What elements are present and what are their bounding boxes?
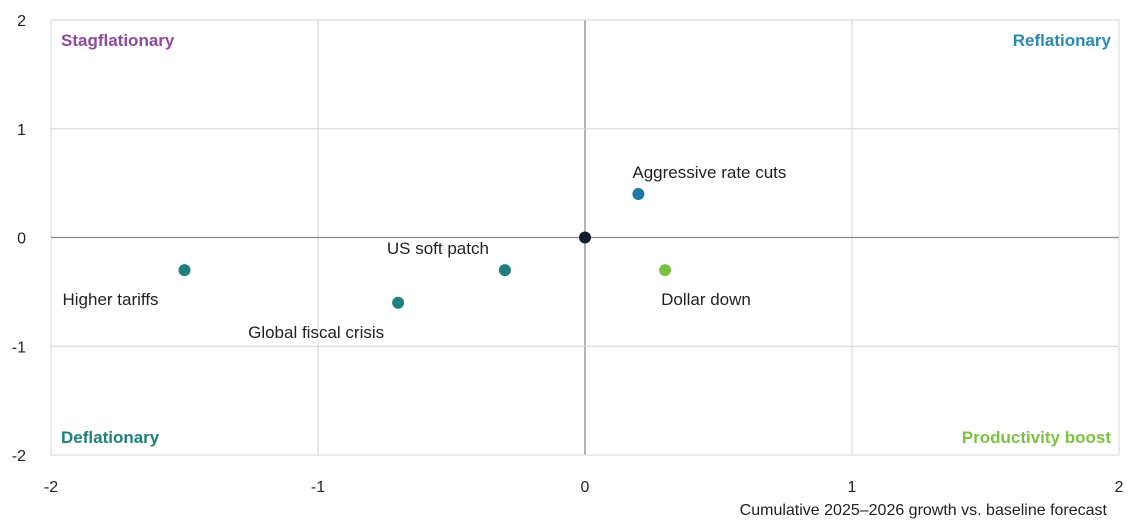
point-us-soft-patch bbox=[498, 264, 511, 277]
x-tick-label: 1 bbox=[848, 479, 857, 496]
y-tick-label: -2 bbox=[12, 448, 26, 465]
point-higher-tariffs bbox=[178, 264, 191, 277]
point-layer bbox=[178, 188, 672, 309]
quadrant-label-productivity: Productivity boost bbox=[962, 428, 1112, 447]
y-tick-label: 0 bbox=[17, 231, 26, 248]
x-axis-title: Cumulative 2025–2026 growth vs. baseline… bbox=[740, 502, 1108, 519]
quadrant-label-stagflationary: Stagflationary bbox=[61, 31, 175, 50]
point-origin bbox=[579, 231, 591, 244]
y-tick-label: 2 bbox=[17, 13, 26, 30]
x-tick-label: 2 bbox=[1115, 479, 1124, 496]
point-dollar-down bbox=[659, 264, 672, 277]
point-aggressive-rate-cuts bbox=[632, 188, 645, 200]
x-tick-label: 0 bbox=[581, 479, 590, 496]
y-tick-label: -1 bbox=[12, 339, 26, 356]
quadrant-label-layer: Stagflationary Reflationary Deflationary Pr… bbox=[61, 31, 1112, 447]
x-tick-label: -2 bbox=[44, 479, 58, 496]
point-label-dollar-down: Dollar down bbox=[661, 290, 751, 309]
quadrant-label-reflationary: Reflationary bbox=[1013, 31, 1112, 50]
tick-label-layer: -2 -1 0 1 2 2 1 0 -1 -2 bbox=[12, 13, 1124, 496]
point-label-us-soft-patch: US soft patch bbox=[387, 239, 489, 258]
point-label-global-fiscal-crisis: Global fiscal crisis bbox=[248, 323, 384, 342]
point-label-higher-tariffs: Higher tariffs bbox=[63, 290, 159, 309]
x-tick-label: -1 bbox=[311, 479, 325, 496]
y-tick-label: 1 bbox=[17, 122, 26, 139]
quadrant-label-deflationary: Deflationary bbox=[61, 428, 160, 447]
point-label-aggressive-rate-cuts: Aggressive rate cuts bbox=[632, 163, 786, 182]
grid-layer bbox=[50, 19, 1120, 456]
point-global-fiscal-crisis bbox=[392, 296, 405, 309]
point-label-layer: Aggressive rate cuts Dollar down US soft p… bbox=[63, 163, 787, 342]
